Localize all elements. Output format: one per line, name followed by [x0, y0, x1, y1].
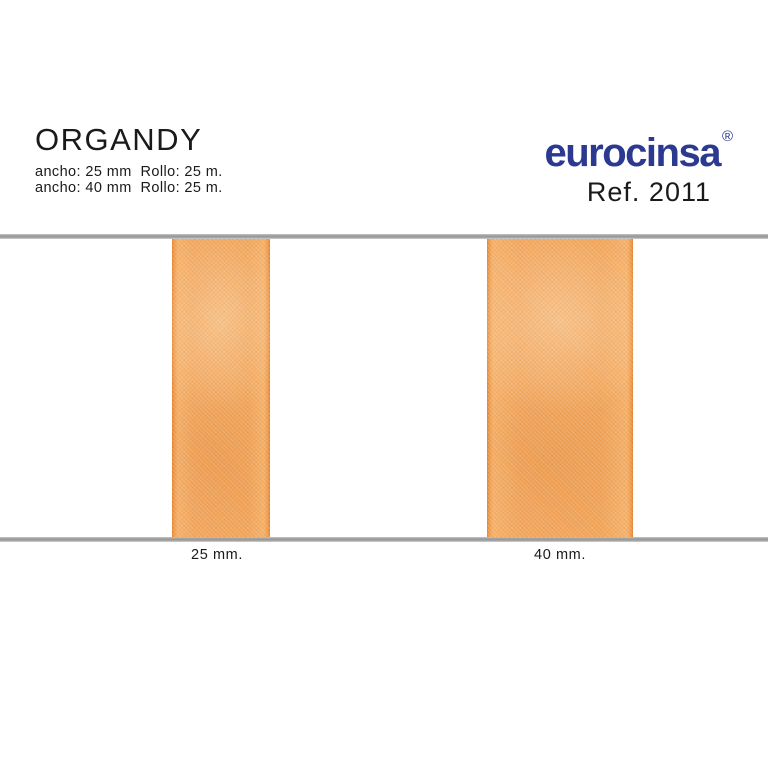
brand-logo-line: eurocinsa ® [544, 129, 733, 175]
product-title: ORGANDY [35, 122, 203, 157]
brand-block: eurocinsa ® Ref. 2011 [544, 129, 733, 207]
rail-line-bottom [0, 537, 768, 542]
rail-line-top [0, 234, 768, 239]
product-spec-line-2: ancho: 40 mm Rollo: 25 m. [35, 180, 223, 197]
ribbon-sample-40mm [487, 236, 633, 542]
product-info-block: ORGANDY ancho: 25 mm Rollo: 25 m. ancho:… [35, 122, 223, 197]
product-spec-line-1: ancho: 25 mm Rollo: 25 m. [35, 163, 223, 180]
brand-logo: eurocinsa [544, 131, 721, 175]
registered-trademark-icon: ® [721, 128, 733, 145]
ribbon-sample-25mm [172, 236, 270, 542]
reference-number: Ref. 2011 [586, 177, 711, 207]
ribbon-width-label-25mm: 25 mm. [191, 547, 243, 563]
ribbon-width-label-40mm: 40 mm. [534, 547, 586, 563]
